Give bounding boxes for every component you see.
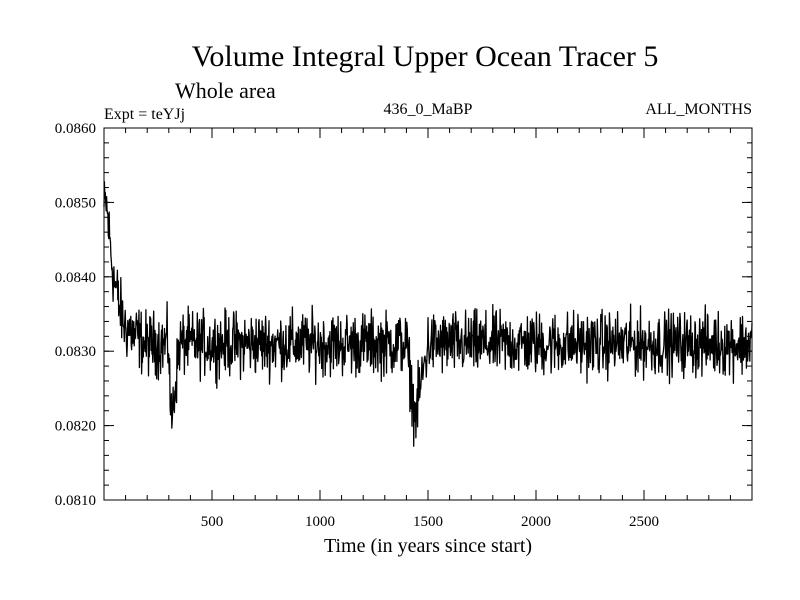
x-tick-label: 1500 <box>413 514 443 530</box>
x-axis: 500 1000 1500 2000 2500 <box>103 128 753 530</box>
plot-frame <box>103 127 753 501</box>
y-tick-label: 0.0830 <box>55 344 96 360</box>
y-tick-label: 0.0850 <box>55 195 96 211</box>
y-tick-label: 0.0840 <box>55 270 96 286</box>
chart-subtitle: Whole area <box>175 78 276 103</box>
x-axis-label: Time (in years since start) <box>324 535 532 557</box>
period-label: 436_0_MaBP <box>384 101 473 118</box>
y-tick-label: 0.0820 <box>55 419 96 435</box>
chart-title: Volume Integral Upper Ocean Tracer 5 <box>192 40 659 73</box>
months-label: ALL_MONTHS <box>645 101 752 118</box>
series-line <box>103 181 753 447</box>
plot-area <box>103 127 753 501</box>
x-tick-label: 2500 <box>629 514 659 530</box>
expt-label: Expt = teYJj <box>104 106 185 123</box>
y-axis: 0.0810 0.0820 0.0830 0.0840 0.0850 0.0860 <box>55 121 752 509</box>
x-tick-label: 1000 <box>305 514 335 530</box>
x-tick-label: 2000 <box>521 514 551 530</box>
x-tick-label: 500 <box>201 514 224 530</box>
y-tick-label: 0.0810 <box>55 493 96 509</box>
y-tick-label: 0.0860 <box>55 121 96 137</box>
